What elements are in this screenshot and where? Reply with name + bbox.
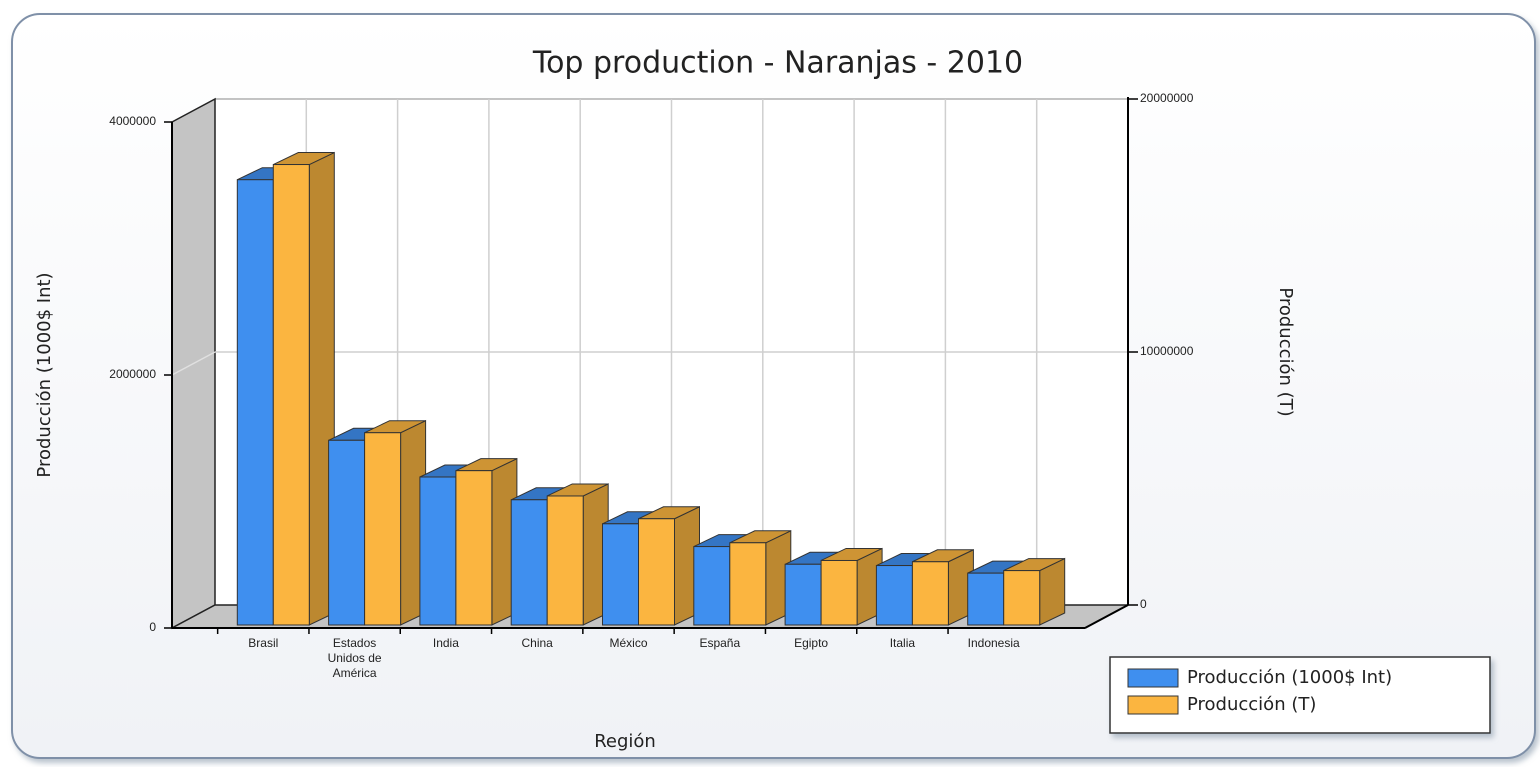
- bar-front: [419, 476, 457, 626]
- bar-front: [911, 561, 949, 626]
- x-tick-label: Estados Unidos de América: [327, 636, 382, 680]
- legend: Producción (1000$ Int) Producción (T): [1109, 656, 1491, 734]
- bar-front: [602, 523, 639, 626]
- legend-swatch: [1127, 695, 1179, 715]
- bar-front: [328, 439, 366, 626]
- bar: [1003, 557, 1066, 626]
- bar-front: [236, 179, 274, 626]
- bar-front: [875, 565, 913, 626]
- x-tick-label: India: [432, 636, 459, 650]
- y-tick-label: 4000000: [109, 114, 156, 128]
- x-tick-label: Italia: [889, 636, 916, 650]
- bar-front: [272, 164, 310, 626]
- y-tick-label: 0: [149, 620, 156, 634]
- bar: [820, 547, 883, 626]
- bar: [911, 548, 974, 626]
- chart-title: Top production - Naranjas - 2010: [532, 46, 1023, 81]
- bar-front: [820, 559, 858, 626]
- bar: [546, 483, 609, 626]
- x-axis-depth: [1084, 604, 1129, 629]
- y2-axis-label: Producción (T): [1275, 287, 1296, 416]
- bar: [729, 529, 792, 626]
- bar-front: [784, 563, 822, 626]
- bar: [638, 505, 700, 626]
- bar-front: [638, 518, 675, 626]
- x-axis-label: Región: [594, 731, 656, 752]
- x-tick-label: España: [699, 636, 741, 650]
- bar: [455, 457, 518, 626]
- y2-tick-label: 0: [1140, 597, 1147, 611]
- bar-front: [1003, 570, 1041, 626]
- legend-swatch: [1127, 668, 1179, 688]
- x-tick-label: México: [609, 636, 648, 650]
- legend-label: Producción (1000$ Int): [1187, 667, 1392, 688]
- x-tick-label: Indonesia: [967, 636, 1020, 650]
- x-tick-label: China: [521, 636, 553, 650]
- bar: [364, 419, 427, 626]
- y2-tick-label: 10000000: [1140, 344, 1194, 358]
- bar-front: [510, 499, 548, 626]
- bar-front: [729, 542, 767, 626]
- x-tick-label: Egipto: [794, 636, 829, 650]
- bar-front: [546, 495, 584, 626]
- bar: [272, 151, 335, 626]
- bar-front: [967, 572, 1005, 626]
- x-tick-label: Brasil: [248, 636, 279, 650]
- grid-line: [171, 351, 216, 376]
- bar-front: [455, 470, 493, 626]
- legend-label: Producción (T): [1187, 694, 1316, 715]
- y-axis-label: Producción (1000$ Int): [34, 272, 55, 477]
- y-tick-label: 2000000: [109, 367, 156, 381]
- bar-front: [364, 432, 402, 626]
- y2-tick-label: 20000000: [1140, 91, 1194, 105]
- bar-front: [693, 546, 731, 626]
